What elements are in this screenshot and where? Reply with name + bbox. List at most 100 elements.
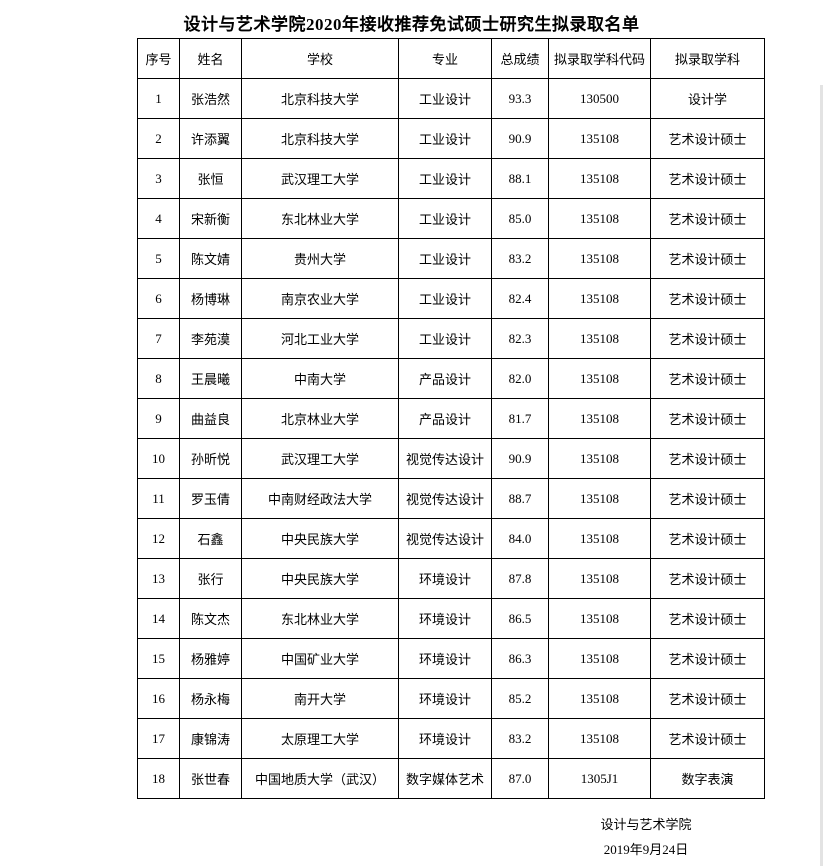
table-cell: 135108 (548, 678, 651, 719)
table-cell: 中国矿业大学 (241, 638, 399, 679)
table-cell: 中央民族大学 (241, 518, 399, 559)
table-cell: 宋新衡 (179, 198, 242, 239)
table-cell: 2 (137, 118, 180, 159)
table-cell: 87.8 (491, 558, 549, 599)
table-cell: 90.9 (491, 118, 549, 159)
table-cell: 艺术设计硕士 (650, 558, 765, 599)
table-cell: 4 (137, 198, 180, 239)
table-cell: 135108 (548, 518, 651, 559)
table-cell: 张恒 (179, 158, 242, 199)
table-cell: 艺术设计硕士 (650, 438, 765, 479)
table-cell: 86.5 (491, 598, 549, 639)
table-cell: 14 (137, 598, 180, 639)
table-cell: 中国地质大学（武汉） (241, 758, 399, 799)
table-cell: 张浩然 (179, 78, 242, 119)
table-row: 1 张浩然 北京科技大学 工业设计 93.3 130500 设计学 (137, 78, 765, 119)
table-cell: 13 (137, 558, 180, 599)
table-cell: 曲益良 (179, 398, 242, 439)
table-cell: 武汉理工大学 (241, 438, 399, 479)
table-cell: 艺术设计硕士 (650, 478, 765, 519)
table-row: 2 许添翼 北京科技大学 工业设计 90.9 135108 艺术设计硕士 (137, 118, 765, 159)
table-cell: 9 (137, 398, 180, 439)
table-cell: 杨博琳 (179, 278, 242, 319)
table-cell: 7 (137, 318, 180, 359)
table-cell: 罗玉倩 (179, 478, 242, 519)
table-row: 17 康锦涛 太原理工大学 环境设计 83.2 135108 艺术设计硕士 (137, 718, 765, 759)
table-cell: 87.0 (491, 758, 549, 799)
table-cell: 135108 (548, 118, 651, 159)
table-cell: 艺术设计硕士 (650, 358, 765, 399)
table-cell: 工业设计 (398, 158, 492, 199)
table-cell: 杨雅婷 (179, 638, 242, 679)
table-cell: 135108 (548, 718, 651, 759)
table-row: 16 杨永梅 南开大学 环境设计 85.2 135108 艺术设计硕士 (137, 678, 765, 719)
table-cell: 83.2 (491, 718, 549, 759)
table-cell: 北京林业大学 (241, 398, 399, 439)
table-cell: 135108 (548, 478, 651, 519)
table-row: 5 陈文婧 贵州大学 工业设计 83.2 135108 艺术设计硕士 (137, 238, 765, 279)
table-cell: 88.1 (491, 158, 549, 199)
table-cell: 北京科技大学 (241, 78, 399, 119)
table-cell: 15 (137, 638, 180, 679)
table-header-row: 序号 姓名 学校 专业 总成绩 拟录取学科代码 拟录取学科 (137, 38, 765, 79)
column-header: 拟录取学科代码 (548, 38, 651, 79)
footer-date: 2019年9月24日 (603, 842, 689, 857)
table-cell: 82.3 (491, 318, 549, 359)
table-row: 11 罗玉倩 中南财经政法大学 视觉传达设计 88.7 135108 艺术设计硕士 (137, 478, 765, 519)
table-cell: 1 (137, 78, 180, 119)
table-cell: 135108 (548, 598, 651, 639)
table-cell: 84.0 (491, 518, 549, 559)
table-cell: 130500 (548, 78, 651, 119)
column-header: 序号 (137, 38, 180, 79)
table-row: 10 孙昕悦 武汉理工大学 视觉传达设计 90.9 135108 艺术设计硕士 (137, 438, 765, 479)
table-cell: 工业设计 (398, 118, 492, 159)
table-cell: 视觉传达设计 (398, 478, 492, 519)
table-cell: 135108 (548, 158, 651, 199)
table-cell: 85.2 (491, 678, 549, 719)
table-cell: 贵州大学 (241, 238, 399, 279)
table-cell: 艺术设计硕士 (650, 318, 765, 359)
table-cell: 王晨曦 (179, 358, 242, 399)
page-edge (820, 85, 823, 866)
table-cell: 85.0 (491, 198, 549, 239)
table-cell: 6 (137, 278, 180, 319)
table-row: 9 曲益良 北京林业大学 产品设计 81.7 135108 艺术设计硕士 (137, 398, 765, 439)
table-cell: 8 (137, 358, 180, 399)
table-cell: 135108 (548, 638, 651, 679)
table-cell: 设计学 (650, 78, 765, 119)
table-cell: 环境设计 (398, 638, 492, 679)
table-cell: 艺术设计硕士 (650, 398, 765, 439)
table-cell: 环境设计 (398, 558, 492, 599)
table-cell: 康锦涛 (179, 718, 242, 759)
table-cell: 5 (137, 238, 180, 279)
table-cell: 张世春 (179, 758, 242, 799)
table-cell: 李苑漠 (179, 318, 242, 359)
table-cell: 艺术设计硕士 (650, 158, 765, 199)
table-cell: 东北林业大学 (241, 198, 399, 239)
table-cell: 135108 (548, 198, 651, 239)
table-cell: 135108 (548, 318, 651, 359)
column-header: 总成绩 (491, 38, 549, 79)
table-cell: 10 (137, 438, 180, 479)
table-row: 7 李苑漠 河北工业大学 工业设计 82.3 135108 艺术设计硕士 (137, 318, 765, 359)
table-cell: 16 (137, 678, 180, 719)
table-cell: 数字表演 (650, 758, 765, 799)
table-cell: 南京农业大学 (241, 278, 399, 319)
table-row: 15 杨雅婷 中国矿业大学 环境设计 86.3 135108 艺术设计硕士 (137, 638, 765, 679)
table-cell: 数字媒体艺术 (398, 758, 492, 799)
table-row: 13 张行 中央民族大学 环境设计 87.8 135108 艺术设计硕士 (137, 558, 765, 599)
table-cell: 88.7 (491, 478, 549, 519)
table-cell: 艺术设计硕士 (650, 598, 765, 639)
table-cell: 环境设计 (398, 598, 492, 639)
table-row: 3 张恒 武汉理工大学 工业设计 88.1 135108 艺术设计硕士 (137, 158, 765, 199)
table-cell: 12 (137, 518, 180, 559)
column-header: 拟录取学科 (650, 38, 765, 79)
table-cell: 3 (137, 158, 180, 199)
table-row: 18 张世春 中国地质大学（武汉） 数字媒体艺术 87.0 1305J1 数字表演 (137, 758, 765, 799)
table-cell: 工业设计 (398, 318, 492, 359)
table-cell: 陈文杰 (179, 598, 242, 639)
table-cell: 孙昕悦 (179, 438, 242, 479)
table-cell: 许添翼 (179, 118, 242, 159)
table-cell: 83.2 (491, 238, 549, 279)
admission-table: 序号 姓名 学校 专业 总成绩 拟录取学科代码 拟录取学科 1 张浩然 北京科技大学 工业设计 93… (137, 38, 765, 799)
